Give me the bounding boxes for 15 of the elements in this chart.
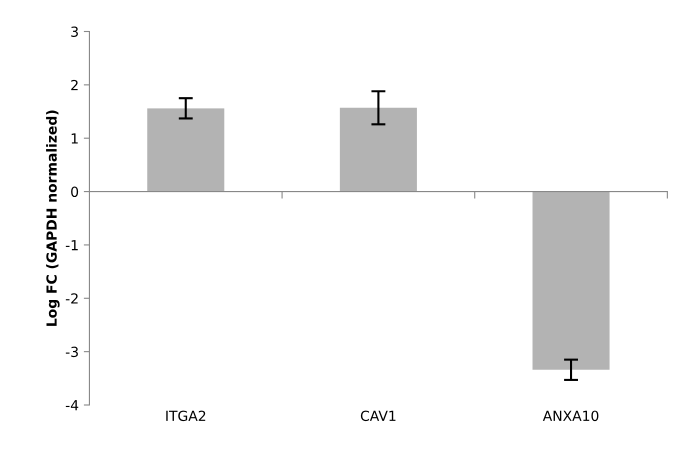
y-tick-label: 3 xyxy=(71,26,78,37)
x-tick-label: ITGA2 xyxy=(166,410,206,422)
x-tick-label: ANXA10 xyxy=(542,410,598,422)
bar xyxy=(532,192,610,370)
y-tick-label: -1 xyxy=(66,240,78,250)
y-tick-label: -3 xyxy=(66,346,78,358)
y-tick-label: 1 xyxy=(72,133,78,144)
bar xyxy=(147,108,224,192)
y-tick-label: 0 xyxy=(71,186,78,198)
bar xyxy=(340,108,417,192)
y-tick-label: -2 xyxy=(66,293,78,304)
x-tick-label: CAV1 xyxy=(360,410,396,422)
y-axis-title: Log FC (GAPDH normalized) xyxy=(46,110,60,326)
y-tick-label: 2 xyxy=(71,80,78,90)
y-tick-label: -4 xyxy=(66,400,78,410)
